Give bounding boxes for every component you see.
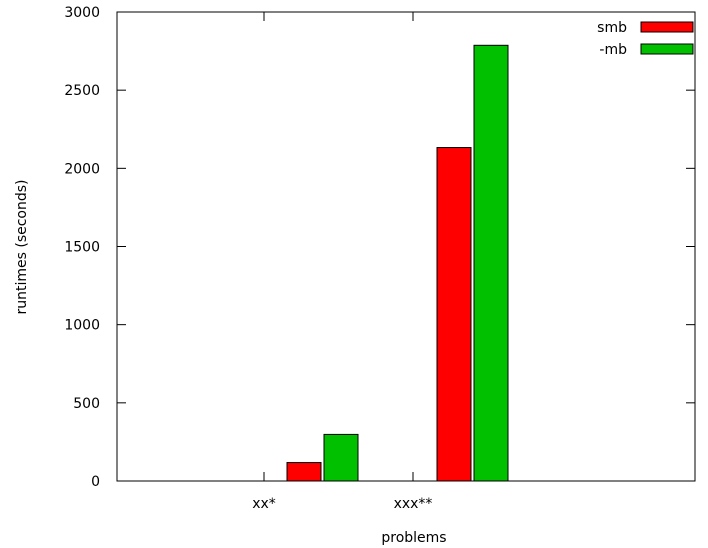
bar	[473, 44, 509, 482]
bar	[286, 462, 322, 482]
y-tick-label: 2000	[64, 161, 100, 177]
legend-label: -mb	[599, 42, 627, 58]
y-tick-label: 500	[73, 396, 100, 412]
bar	[436, 147, 472, 482]
x-axis-label: problems	[381, 530, 446, 546]
y-tick-label: 0	[91, 474, 100, 490]
x-tick-label: xx*	[252, 496, 276, 512]
y-tick-label: 2500	[64, 83, 100, 99]
bars	[286, 44, 509, 482]
y-axis-label: runtimes (seconds)	[14, 179, 30, 314]
y-tick-label: 3000	[64, 5, 100, 21]
y-tick-label: 1000	[64, 318, 100, 334]
y-axis: 0 500 1000 1500 2000 2500 3000	[64, 5, 695, 490]
plot-frame	[116, 11, 696, 482]
y-tick-label: 1500	[64, 240, 100, 256]
x-axis: xx* xxx**	[252, 12, 432, 512]
x-tick-label: xxx**	[394, 496, 433, 512]
legend-swatch	[640, 21, 694, 33]
legend: smb -mb	[597, 20, 694, 58]
legend-label: smb	[597, 20, 627, 36]
bar	[323, 433, 359, 482]
plot-border	[116, 11, 696, 482]
legend-swatch	[640, 43, 694, 55]
